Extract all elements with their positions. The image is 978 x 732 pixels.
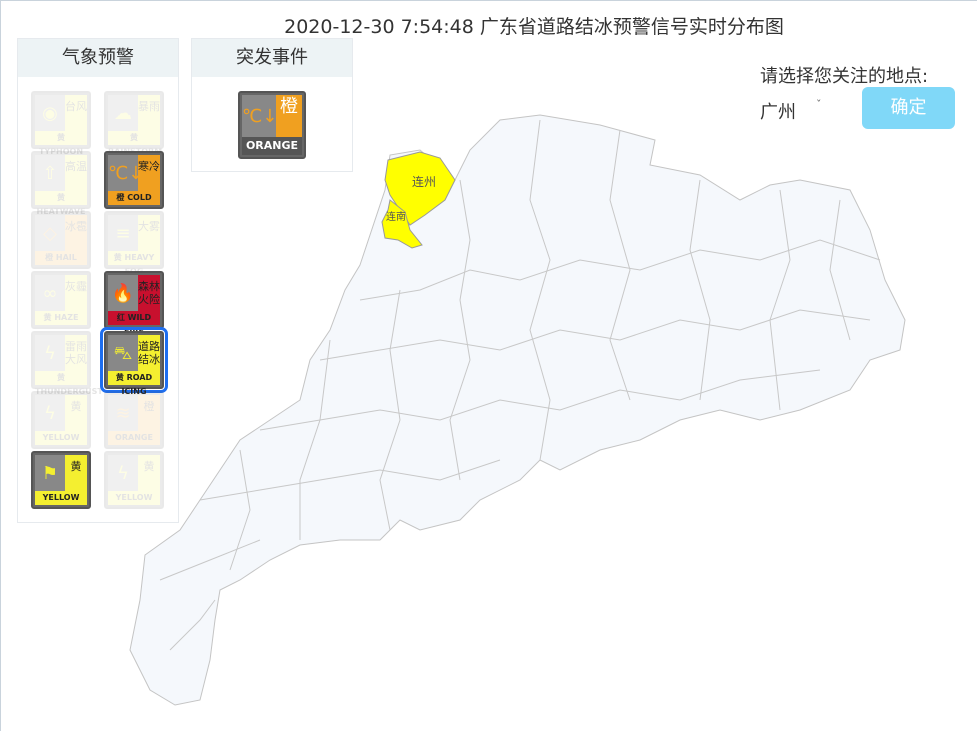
english-label: YELLOW — [42, 433, 80, 442]
page-title: 2020-12-30 7:54:48 广东省道路结冰预警信号实时分布图 — [284, 16, 784, 38]
warning-label: 橙 COLD — [108, 191, 160, 205]
warning-icon-flag[interactable]: ⚑ 黄 YELLOW — [31, 451, 91, 509]
level-char: 橙 — [45, 253, 54, 262]
warning-label: YELLOW — [108, 491, 160, 505]
haze-icon: ∞ — [35, 275, 65, 313]
emergency-orange-icon[interactable]: ℃↓ 橙 ORANGE — [238, 91, 306, 159]
emergency-panel: 突发事件 ℃↓ 橙 ORANGE — [191, 38, 353, 172]
warning-name: 冰雹 — [65, 215, 87, 253]
warning-name: 大雾 — [138, 215, 160, 253]
warning-icon-typhoon[interactable]: ◉ 台风 黄 TYPHOON — [31, 91, 91, 156]
level-char: 红 — [116, 313, 125, 322]
warning-label: 黄 RAINSTORM — [108, 131, 162, 156]
warning-name: 橙 — [138, 395, 160, 433]
warning-label: 黄 TYPHOON — [35, 131, 87, 156]
level-char: 黄 — [130, 133, 138, 142]
warning-name: 暴雨 — [138, 95, 160, 133]
warning-name: 黄 — [65, 395, 87, 433]
location-select[interactable]: 广州 — [760, 102, 796, 123]
level-char: 黄 — [115, 373, 124, 382]
hail-icon: ◇ — [35, 215, 65, 253]
warning-label: YELLOW — [35, 431, 87, 445]
flag-icon: ⚑ — [35, 455, 65, 493]
label-liannan: 连南 — [386, 210, 406, 223]
english-label: TYPHOON — [38, 147, 84, 156]
province-outline — [129, 114, 906, 706]
weather-warning-panel: 气象预警 ◉ 台风 黄 TYPHOON☁ 暴雨 黄 RAINSTORM⇧ 高温 … — [17, 38, 179, 523]
road-icing-icon: ⛍ — [108, 335, 138, 373]
tab-weather-warning[interactable]: 气象预警 — [18, 39, 178, 77]
lightning-2-icon: ϟ — [108, 455, 138, 493]
warning-icon-hail[interactable]: ◇ 冰雹 橙 HAIL — [31, 211, 91, 269]
wildfire-icon: 🔥 — [108, 275, 138, 313]
typhoon-icon: ◉ — [35, 95, 65, 133]
warning-label: 黄 ROAD ICING — [108, 371, 160, 396]
warning-icon-cold[interactable]: ℃↓ 寒冷 橙 COLD — [104, 151, 164, 209]
english-label: THUNDERGUST — [35, 387, 103, 396]
warning-name: 高温 — [65, 155, 87, 193]
level-char: 橙 — [116, 193, 125, 202]
chevron-down-icon[interactable]: ˇ — [816, 98, 822, 111]
warning-label: 黄 THUNDERGUST — [35, 371, 103, 396]
warning-icon-lightning-2[interactable]: ϟ 黄 YELLOW — [104, 451, 164, 509]
lightning-icon: ϟ — [35, 395, 65, 433]
warning-label: ORANGE — [108, 431, 160, 445]
level-char: 黄 — [57, 193, 65, 202]
warning-icon-road-icing[interactable]: ⛍ 道路结冰 黄 ROAD ICING — [100, 327, 168, 396]
label-lianzhou: 连州 — [412, 174, 436, 189]
warning-name: 寒冷 — [138, 155, 160, 193]
warning-icon-thunder-gust[interactable]: ϟ 雷雨大风 黄 THUNDERGUST — [31, 331, 103, 396]
region-lianzhou[interactable] — [384, 151, 456, 226]
warning-icon-dry-heat[interactable]: ≋ 橙 ORANGE — [104, 391, 164, 449]
heatwave-icon: ⇧ — [35, 155, 65, 193]
warning-icon-lightning[interactable]: ϟ 黄 YELLOW — [31, 391, 91, 449]
dry-heat-icon: ≋ — [108, 395, 138, 433]
thermometer-down-icon: ℃↓ — [242, 95, 277, 139]
heavy-fog-icon: ≡ — [108, 215, 138, 253]
level-char: 橙 — [276, 95, 302, 139]
county-borders — [159, 119, 881, 651]
english-label: HEATWAVE — [36, 207, 86, 216]
english-label: HAIL — [55, 253, 77, 262]
level-label: ORANGE — [242, 137, 302, 155]
english-label: YELLOW — [42, 493, 80, 502]
english-label: ORANGE — [115, 433, 153, 442]
region-liannan[interactable] — [381, 199, 423, 249]
warning-label: YELLOW — [35, 491, 87, 505]
warning-label: 红 WILD FIRE — [108, 311, 160, 336]
cold-icon: ℃↓ — [108, 155, 143, 193]
warning-label: 黄 HAZE — [35, 311, 87, 325]
english-label: ROAD ICING — [121, 373, 153, 396]
warning-name: 黄 — [138, 455, 160, 493]
warning-name: 台风 — [65, 95, 87, 133]
level-char: 黄 — [57, 373, 65, 382]
thunder-gust-icon: ϟ — [35, 335, 65, 373]
warning-icon-heavy-fog[interactable]: ≡ 大雾 黄 HEAVY FOG — [104, 211, 164, 276]
warning-name: 灰霾 — [65, 275, 87, 313]
english-label: YELLOW — [115, 493, 153, 502]
level-char: 黄 — [113, 253, 122, 262]
confirm-button[interactable]: 确定 — [862, 87, 955, 129]
warning-name: 黄 — [65, 455, 87, 493]
level-char: 黄 — [43, 313, 52, 322]
warning-name: 森林火险 — [138, 275, 160, 313]
warning-icon-haze[interactable]: ∞ 灰霾 黄 HAZE — [31, 271, 91, 329]
warning-label: 黄 HEATWAVE — [35, 191, 87, 216]
rainstorm-icon: ☁ — [108, 95, 138, 133]
level-char: 黄 — [57, 133, 65, 142]
tab-emergency[interactable]: 突发事件 — [192, 39, 352, 77]
warning-icon-rainstorm[interactable]: ☁ 暴雨 黄 RAINSTORM — [104, 91, 164, 156]
english-label: HAZE — [54, 313, 79, 322]
warning-icon-heatwave[interactable]: ⇧ 高温 黄 HEATWAVE — [31, 151, 91, 216]
warning-name: 雷雨大风 — [65, 335, 87, 373]
warning-label: 黄 HEAVY FOG — [108, 251, 160, 276]
warning-name: 道路结冰 — [138, 335, 160, 373]
location-prompt: 请选择您关注的地点: — [760, 66, 929, 87]
english-label: COLD — [127, 193, 152, 202]
warning-label: 橙 HAIL — [35, 251, 87, 265]
warning-icon-wildfire[interactable]: 🔥 森林火险 红 WILD FIRE — [104, 271, 164, 336]
